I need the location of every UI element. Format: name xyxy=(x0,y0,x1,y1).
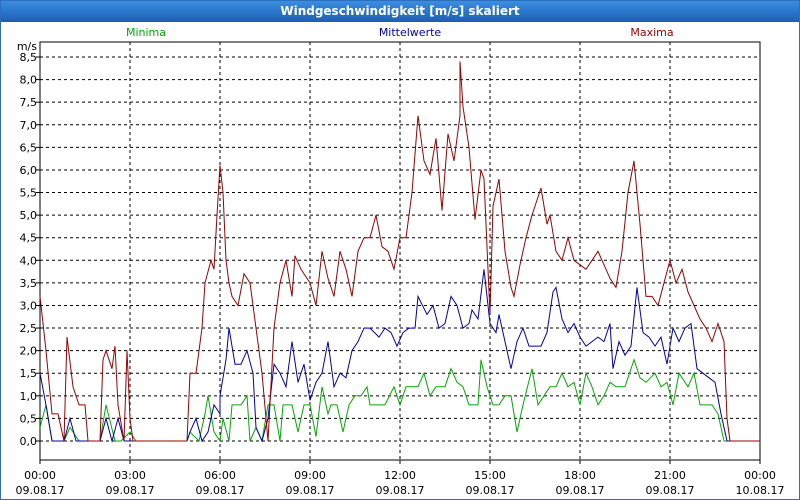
legend-mittelwerte: Mittelwerte xyxy=(379,26,442,39)
y-tick-label: 2,0 xyxy=(20,345,38,358)
y-tick-label: 2,5 xyxy=(20,322,38,335)
x-tick-time: 09:00 xyxy=(294,469,326,482)
x-tick-time: 21:00 xyxy=(654,469,686,482)
y-tick-label: 5,5 xyxy=(20,187,38,200)
y-tick-label: 5,0 xyxy=(20,209,38,222)
legend: Minima Mittelwerte Maxima xyxy=(126,26,674,39)
y-tick-label: 1,0 xyxy=(20,390,38,403)
x-tick-time: 06:00 xyxy=(204,469,236,482)
x-tick-time: 03:00 xyxy=(114,469,146,482)
legend-maxima: Maxima xyxy=(630,26,673,39)
x-tick-date: 09.08.17 xyxy=(646,484,695,497)
legend-minima: Minima xyxy=(126,26,166,39)
series-line-minima xyxy=(39,358,760,443)
y-tick-label: 8,0 xyxy=(20,74,38,87)
x-tick-time: 00:00 xyxy=(744,469,776,482)
x-tick-date: 09.08.17 xyxy=(106,484,155,497)
x-tick-time: 00:00 xyxy=(24,469,56,482)
y-tick-label: 1,5 xyxy=(20,367,38,380)
axis-labels: 0,0 0,5 1,0 1,5 2,0 2,5 3,0 3,5 4,0 4,5 5,0 5,5 6,0 6… xyxy=(16,40,785,497)
y-tick-label: 4,0 xyxy=(20,254,38,267)
x-tick-time: 18:00 xyxy=(564,469,596,482)
x-tick-time: 12:00 xyxy=(384,469,416,482)
y-tick-label: 0,5 xyxy=(20,412,38,425)
x-tick-date: 09.08.17 xyxy=(556,484,605,497)
x-tick-time: 15:00 xyxy=(474,469,506,482)
series-line-mittelwerte xyxy=(39,269,760,443)
y-tick-label: 4,5 xyxy=(20,232,38,245)
x-tick-date: 09.08.17 xyxy=(196,484,245,497)
y-tick-label: 6,5 xyxy=(20,141,38,154)
y-tick-label: 6,0 xyxy=(20,164,38,177)
y-tick-label: 7,5 xyxy=(20,96,38,109)
series-group xyxy=(39,61,760,443)
y-tick-label: 8,5 xyxy=(20,51,38,64)
x-tick-date: 09.08.17 xyxy=(286,484,335,497)
y-tick-label: 3,5 xyxy=(20,277,38,290)
series-line-maxima xyxy=(39,61,760,442)
x-tick-date: 09.08.17 xyxy=(376,484,425,497)
chart-title: Windgeschwindigkeit [m/s] skaliert xyxy=(1,1,799,22)
y-tick-label: 7,0 xyxy=(20,119,38,132)
x-tick-date: 09.08.17 xyxy=(16,484,65,497)
x-tick-date: 09.08.17 xyxy=(466,484,515,497)
y-tick-label: 3,0 xyxy=(20,299,38,312)
y-tick-label: 0,0 xyxy=(20,435,38,448)
x-tick-date: 10.08.17 xyxy=(736,484,785,497)
y-axis-label: m/s xyxy=(17,40,37,53)
